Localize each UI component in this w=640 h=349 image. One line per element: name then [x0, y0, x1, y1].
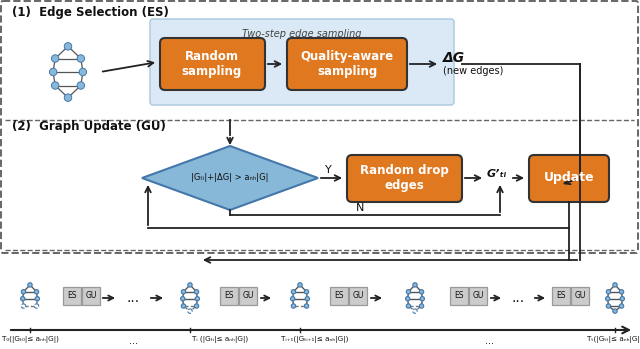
Text: Y: Y	[325, 165, 332, 175]
Circle shape	[188, 283, 192, 287]
Circle shape	[605, 297, 610, 301]
Circle shape	[79, 68, 86, 76]
Text: ES: ES	[334, 291, 344, 300]
Text: Tᵢ (|Gₜᵢ|≤ aₙₕ|G|): Tᵢ (|Gₜᵢ|≤ aₙₕ|G|)	[192, 336, 248, 343]
Text: Tₜ(|Gₜₜ|≤ aₙₕ|G|): Tₜ(|Gₜₜ|≤ aₙₕ|G|)	[587, 336, 640, 343]
Circle shape	[606, 304, 611, 308]
Circle shape	[305, 297, 310, 301]
Text: GU: GU	[243, 291, 253, 300]
Circle shape	[413, 283, 417, 287]
Circle shape	[406, 304, 411, 308]
Text: G’ₜᵢ: G’ₜᵢ	[487, 169, 508, 179]
Bar	[552, 287, 570, 305]
Polygon shape	[142, 146, 318, 210]
Circle shape	[77, 55, 84, 62]
Text: Two-step edge sampling: Two-step edge sampling	[243, 29, 362, 39]
Text: GU: GU	[352, 291, 364, 300]
Circle shape	[620, 297, 625, 301]
Text: ΔG: ΔG	[443, 51, 465, 65]
Text: N: N	[356, 203, 364, 213]
Text: ...: ...	[511, 291, 525, 305]
Circle shape	[305, 290, 308, 294]
Bar	[469, 287, 487, 305]
Text: ES: ES	[454, 291, 464, 300]
Bar	[82, 287, 100, 305]
Circle shape	[305, 304, 308, 308]
Circle shape	[195, 304, 199, 308]
Circle shape	[291, 304, 296, 308]
Bar	[239, 287, 257, 305]
Circle shape	[195, 297, 200, 301]
Circle shape	[606, 290, 611, 294]
Bar	[63, 287, 81, 305]
Circle shape	[406, 297, 410, 301]
Circle shape	[21, 290, 26, 294]
Text: (1)  Edge Selection (ES): (1) Edge Selection (ES)	[12, 6, 169, 19]
Circle shape	[51, 55, 59, 62]
Text: Quality-aware
sampling: Quality-aware sampling	[300, 50, 394, 78]
FancyBboxPatch shape	[160, 38, 265, 90]
Circle shape	[420, 297, 424, 301]
Circle shape	[419, 304, 424, 308]
Circle shape	[291, 297, 295, 301]
Text: ...: ...	[129, 336, 138, 346]
Circle shape	[298, 283, 302, 287]
Circle shape	[28, 283, 32, 287]
Text: GU: GU	[472, 291, 484, 300]
Text: Random
sampling: Random sampling	[182, 50, 242, 78]
Circle shape	[413, 309, 417, 313]
Circle shape	[35, 290, 39, 294]
FancyBboxPatch shape	[347, 155, 462, 202]
Circle shape	[195, 290, 199, 294]
Text: (new edges): (new edges)	[443, 66, 504, 76]
Circle shape	[35, 304, 39, 308]
Text: T₀(|Gₜ₀|≤ aₙₕ|G|): T₀(|Gₜ₀|≤ aₙₕ|G|)	[1, 336, 58, 343]
Circle shape	[291, 290, 296, 294]
Circle shape	[419, 290, 424, 294]
Bar	[450, 287, 468, 305]
Text: (2)  Graph Update (GU): (2) Graph Update (GU)	[12, 120, 166, 133]
Circle shape	[64, 43, 72, 50]
FancyBboxPatch shape	[150, 19, 454, 105]
Circle shape	[64, 94, 72, 102]
FancyBboxPatch shape	[529, 155, 609, 202]
Bar	[330, 287, 348, 305]
Text: ES: ES	[67, 291, 77, 300]
Circle shape	[51, 82, 59, 89]
Text: ...: ...	[127, 291, 140, 305]
Circle shape	[181, 304, 186, 308]
Circle shape	[21, 304, 26, 308]
Text: Random drop
edges: Random drop edges	[360, 164, 449, 192]
Text: Update: Update	[544, 171, 595, 185]
FancyBboxPatch shape	[287, 38, 407, 90]
Bar	[220, 287, 238, 305]
Circle shape	[613, 309, 617, 313]
Circle shape	[188, 309, 192, 313]
Bar	[349, 287, 367, 305]
FancyBboxPatch shape	[1, 1, 638, 253]
Text: |Gₜᵢ|+|ΔG| > aₙₕ|G|: |Gₜᵢ|+|ΔG| > aₙₕ|G|	[191, 173, 269, 183]
Circle shape	[181, 290, 186, 294]
Circle shape	[406, 290, 411, 294]
Circle shape	[180, 297, 185, 301]
Circle shape	[620, 290, 624, 294]
Bar	[571, 287, 589, 305]
Circle shape	[77, 82, 84, 89]
Text: ...: ...	[486, 336, 495, 346]
Text: GU: GU	[574, 291, 586, 300]
Circle shape	[35, 297, 40, 301]
Text: ES: ES	[224, 291, 234, 300]
Circle shape	[613, 283, 617, 287]
Circle shape	[20, 297, 25, 301]
Circle shape	[620, 304, 624, 308]
Text: GU: GU	[85, 291, 97, 300]
Text: ES: ES	[556, 291, 566, 300]
Text: Tᵢ₊₁(|Gₜᵢ₊₁|≤ aₙₕ|G|): Tᵢ₊₁(|Gₜᵢ₊₁|≤ aₙₕ|G|)	[282, 336, 349, 343]
Circle shape	[49, 68, 57, 76]
